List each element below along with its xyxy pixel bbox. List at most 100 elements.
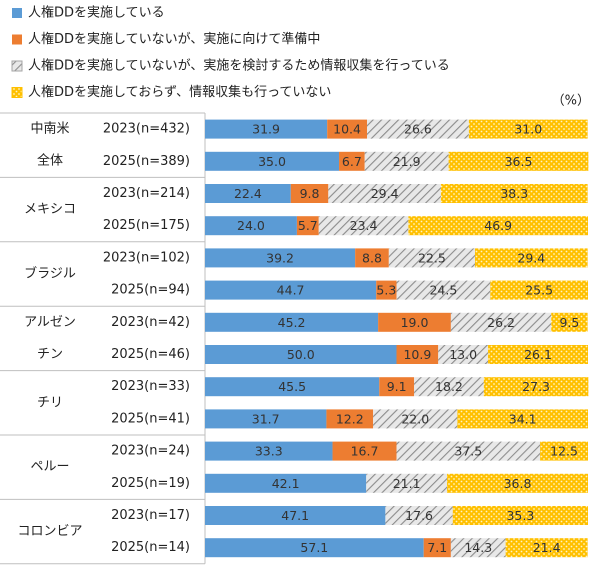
bar-segment xyxy=(448,151,589,171)
value-label: 24.0 xyxy=(237,218,265,233)
category-label: 2025(n=19) xyxy=(111,476,190,491)
category-label: 2025(n=46) xyxy=(111,347,190,362)
bar-segment xyxy=(385,506,453,525)
value-label: 38.3 xyxy=(500,186,528,201)
value-label: 50.0 xyxy=(287,347,315,362)
bar-segment xyxy=(423,538,451,558)
value-label: 46.9 xyxy=(484,218,512,233)
value-label: 29.4 xyxy=(517,250,545,265)
value-label: 12.2 xyxy=(336,411,364,426)
bar-segment xyxy=(205,216,297,236)
bar-segment xyxy=(367,119,469,139)
value-label: 23.4 xyxy=(350,218,378,233)
bar-segment xyxy=(450,538,506,558)
value-label: 25.5 xyxy=(525,283,553,298)
value-label: 36.8 xyxy=(504,476,532,491)
bar-segment xyxy=(327,119,368,139)
value-label: 16.7 xyxy=(351,444,379,459)
group-label: 全体 xyxy=(37,153,63,169)
value-label: 5.7 xyxy=(298,218,318,233)
value-label: 33.3 xyxy=(255,444,283,459)
value-label: 22.0 xyxy=(401,411,429,426)
value-label: 22.5 xyxy=(418,250,446,265)
group-label: メキシコ xyxy=(24,202,76,217)
bar-segment xyxy=(205,151,340,171)
category-label: 2023(n=102) xyxy=(103,250,190,265)
category-label: 2023(n=33) xyxy=(111,379,190,394)
bar-segment xyxy=(475,248,588,268)
legend-label: 人権DDを実施していないが、実施に向けて準備中 xyxy=(28,31,320,47)
value-label: 21.1 xyxy=(393,476,421,491)
bar-segment xyxy=(408,216,588,236)
bar-segment xyxy=(551,312,588,332)
bar-segment xyxy=(376,280,397,300)
unit-label: （%） xyxy=(552,94,590,109)
bar-segment xyxy=(205,377,380,397)
value-label: 44.7 xyxy=(277,283,305,298)
bar-segment xyxy=(364,151,449,171)
legend-label: 人権DDを実施している xyxy=(28,5,165,21)
bar-segment xyxy=(205,312,379,332)
group-label: チン xyxy=(37,347,63,362)
bar-segment xyxy=(205,506,386,525)
bar-segment xyxy=(450,312,552,332)
category-label: 2025(n=175) xyxy=(103,218,190,233)
bar-segment xyxy=(205,441,333,461)
value-label: 19.0 xyxy=(401,315,429,330)
bar-segment xyxy=(414,377,484,397)
value-label: 22.4 xyxy=(234,186,262,201)
value-label: 31.7 xyxy=(252,411,280,426)
value-label: 10.4 xyxy=(333,122,361,137)
value-label: 13.0 xyxy=(449,347,477,362)
legend-swatch xyxy=(12,8,22,18)
value-label: 57.1 xyxy=(300,540,328,555)
bar-segment xyxy=(355,248,389,268)
bar-segment xyxy=(438,345,489,364)
bar-segment xyxy=(332,441,397,461)
legend-swatch xyxy=(11,87,23,98)
value-label: 39.2 xyxy=(266,250,294,265)
value-label: 31.9 xyxy=(252,122,280,137)
value-label: 27.3 xyxy=(522,379,550,394)
bar-segment xyxy=(379,377,415,397)
value-label: 47.1 xyxy=(281,508,309,523)
value-label: 24.5 xyxy=(429,283,457,298)
value-label: 45.2 xyxy=(278,315,306,330)
value-label: 18.2 xyxy=(435,379,463,394)
value-label: 36.5 xyxy=(505,154,533,169)
value-label: 26.6 xyxy=(404,122,432,137)
category-label: 2023(n=24) xyxy=(111,444,190,459)
value-label: 9.1 xyxy=(387,379,407,394)
bar-segment xyxy=(205,538,424,558)
value-label: 45.5 xyxy=(278,379,306,394)
bar-segment xyxy=(326,409,374,429)
value-label: 21.9 xyxy=(393,154,421,169)
bar-segment xyxy=(366,473,448,493)
value-label: 21.4 xyxy=(533,540,561,555)
bar-segment xyxy=(490,280,588,300)
bar-segment xyxy=(205,345,397,364)
group-label: ブラジル xyxy=(24,266,76,282)
category-label: 2025(n=14) xyxy=(111,540,190,555)
group-label: チリ xyxy=(37,395,63,410)
group-label: ペルー xyxy=(30,460,69,475)
category-label: 2023(n=432) xyxy=(103,122,190,137)
category-label: 2023(n=17) xyxy=(111,508,190,523)
bar-segment xyxy=(205,184,291,203)
legend-swatch xyxy=(11,60,23,72)
bar-segment xyxy=(388,248,476,268)
value-label: 26.2 xyxy=(487,315,515,330)
bar-segment xyxy=(205,119,328,139)
value-label: 35.0 xyxy=(258,154,286,169)
value-label: 5.3 xyxy=(376,283,396,298)
value-label: 35.3 xyxy=(506,508,534,523)
bar-segment xyxy=(396,441,541,461)
category-label: 2025(n=41) xyxy=(111,411,190,426)
bar-segment xyxy=(205,409,327,429)
value-label: 29.4 xyxy=(371,186,399,201)
bar-segment xyxy=(339,151,365,171)
bar-segment xyxy=(540,441,588,461)
bar-segment xyxy=(468,119,588,139)
bar-segment xyxy=(328,184,441,203)
